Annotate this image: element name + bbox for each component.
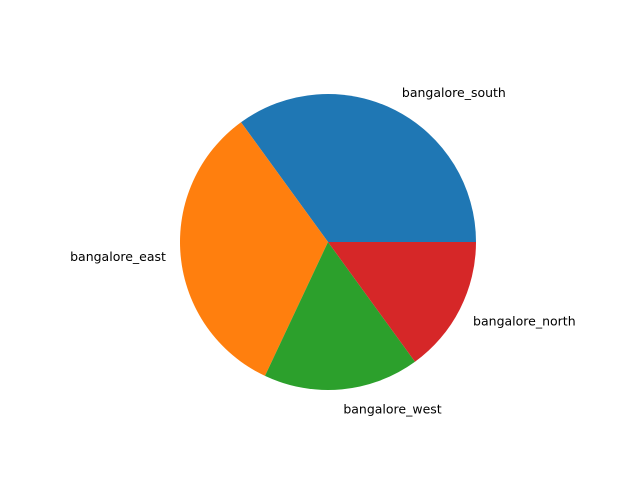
pie-label-bangalore_north: bangalore_north xyxy=(473,314,576,329)
pie-slice-bangalore_north xyxy=(328,242,476,362)
pie-slice-bangalore_south xyxy=(241,94,477,242)
pie-slices xyxy=(179,94,477,391)
pie-slice-bangalore_east xyxy=(179,122,328,376)
pie-label-bangalore_south: bangalore_south xyxy=(402,85,506,100)
pie-label-bangalore_east: bangalore_east xyxy=(70,249,166,264)
pie-labels: bangalore_south bangalore_east bangalore_w… xyxy=(70,85,576,417)
pie-slice-bangalore_west xyxy=(264,242,415,391)
pie-label-bangalore_west: bangalore_west xyxy=(343,402,441,417)
